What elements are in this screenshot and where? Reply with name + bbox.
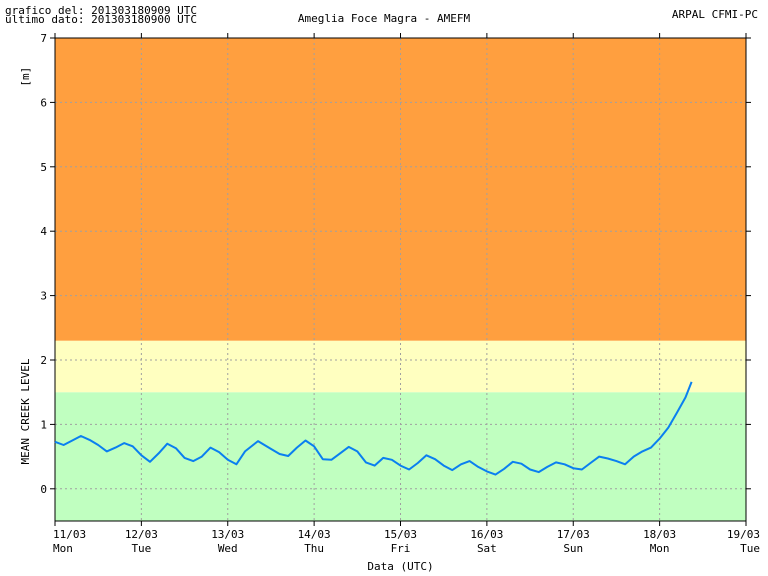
x-tick-label-date: 11/03 <box>53 528 86 541</box>
x-tick-label-date: 14/03 <box>298 528 331 541</box>
y-tick-label: 6 <box>40 96 47 109</box>
x-tick-label-day: Tue <box>740 542 760 555</box>
y-tick-label: 4 <box>40 225 47 238</box>
y-tick-label: 3 <box>40 290 47 303</box>
x-tick-label-date: 17/03 <box>557 528 590 541</box>
axes: 0123456711/03Mon12/03Tue13/03Wed14/03Thu… <box>40 32 760 555</box>
last-data-time: ultimo dato: 201303180900 UTC <box>5 13 198 26</box>
y-tick-label: 0 <box>40 483 47 496</box>
y-axis-label: [m] <box>19 67 32 87</box>
x-axis-label: Data (UTC) <box>367 560 433 573</box>
x-tick-label-day: Wed <box>218 542 238 555</box>
x-tick-label-date: 18/03 <box>643 528 676 541</box>
x-tick-label-date: 13/03 <box>211 528 244 541</box>
x-tick-label-day: Mon <box>53 542 73 555</box>
x-tick-label-date: 12/03 <box>125 528 158 541</box>
x-tick-label-day: Sun <box>563 542 583 555</box>
x-tick-label-day: Sat <box>477 542 497 555</box>
x-tick-label-day: Tue <box>131 542 151 555</box>
chart-generated-time: grafico del: 201303180909 UTC <box>5 4 198 17</box>
x-tick-label-date: 16/03 <box>470 528 503 541</box>
x-tick-label-date: 19/03 <box>727 528 760 541</box>
x-tick-label-date: 15/03 <box>384 528 417 541</box>
series-line <box>54 381 693 476</box>
y-tick-label: 2 <box>40 354 47 367</box>
x-tick-label-day: Thu <box>304 542 324 555</box>
data-source: ARPAL CFMI-PC <box>671 8 758 21</box>
zone-low <box>55 392 746 521</box>
x-tick-label-day: Mon <box>650 542 670 555</box>
station-title: Ameglia Foce Magra - AMEFM <box>297 12 471 25</box>
y-axis-label-secondary: MEAN CREEK LEVEL <box>19 358 32 464</box>
y-tick-label: 5 <box>40 161 47 174</box>
y-tick-label: 1 <box>40 418 47 431</box>
x-tick-label-day: Fri <box>391 542 411 555</box>
y-tick-label: 7 <box>40 32 47 45</box>
